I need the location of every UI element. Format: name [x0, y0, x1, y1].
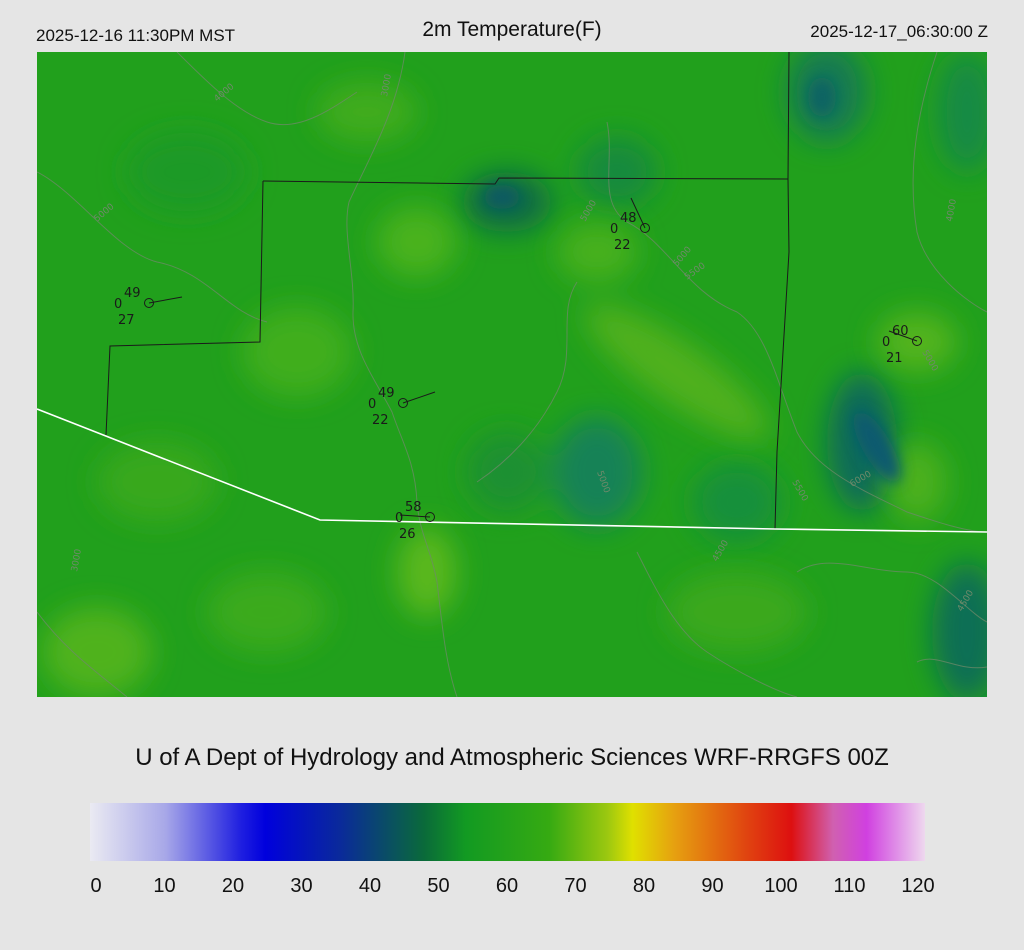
utc-time: 2025-12-17_06:30:00 Z	[810, 22, 988, 41]
map-title: 2m Temperature(F)	[422, 18, 602, 41]
station-gust: 0	[610, 222, 618, 237]
colorbar-ticks: 0 10 20 30 40 50 60 70 80 90 100 110 120	[0, 875, 1024, 901]
county-borders	[105, 52, 790, 530]
station-temperature: 48	[620, 211, 637, 226]
station-gust: 0	[368, 397, 376, 412]
colorbar-tick-label: 100	[764, 875, 798, 897]
station-circle	[912, 336, 922, 346]
station-gust: 0	[114, 297, 122, 312]
colorbar-tick-label: 10	[153, 875, 176, 897]
svg-text:3000: 3000	[380, 73, 394, 98]
cold-cores	[484, 77, 901, 483]
station-temperature: 49	[124, 286, 141, 301]
colorbar-gradient	[90, 803, 925, 861]
temperature-map[interactable]: 3000 5000 5000 5500 5000 5000 5500 6000 …	[37, 52, 987, 697]
station-dewpoint: 27	[118, 313, 135, 328]
wind-barb	[630, 197, 646, 229]
station-circle	[425, 512, 435, 522]
wind-barb	[402, 391, 436, 404]
station-dewpoint: 26	[399, 527, 416, 542]
warm-areas	[42, 82, 957, 697]
station-gust: 0	[882, 335, 890, 350]
colorbar-tick-label: 80	[632, 875, 656, 897]
colorbar-tick-label: 90	[701, 875, 724, 897]
svg-text:4000: 4000	[945, 198, 959, 223]
station-circle	[640, 223, 650, 233]
wind-barb	[399, 514, 431, 518]
colorbar-tick-label: 70	[564, 875, 587, 897]
wind-barb	[148, 296, 183, 304]
terrain-contours	[37, 52, 987, 697]
station-circle	[144, 298, 154, 308]
station-dewpoint: 21	[886, 351, 903, 366]
station-dewpoint: 22	[614, 238, 631, 253]
credit-line: U of A Dept of Hydrology and Atmospheric…	[135, 744, 889, 771]
station-temperature: 58	[405, 500, 422, 515]
state-boundary	[37, 408, 987, 533]
local-time: 2025-12-16 11:30PM MST	[36, 26, 236, 45]
colorbar-tick-label: 50	[427, 875, 450, 897]
colorbar-tick-label: 110	[833, 875, 866, 897]
colorbar-tick-label: 20	[221, 875, 245, 897]
station-temperature: 49	[378, 386, 395, 401]
temperature-colorbar	[90, 803, 925, 861]
station-dewpoint: 22	[372, 413, 389, 428]
station-temperature: 60	[892, 324, 909, 339]
colorbar-tick-label: 40	[358, 875, 382, 897]
colorbar-tick-label: 60	[495, 875, 519, 897]
colorbar-tick-label: 0	[90, 875, 102, 897]
colorbar-tick-label: 30	[290, 875, 313, 897]
colorbar-tick-label: 120	[901, 875, 935, 897]
station-circle	[398, 398, 408, 408]
station-gust: 0	[395, 511, 403, 526]
cool-areas	[127, 52, 987, 697]
svg-text:3000: 3000	[70, 548, 84, 573]
